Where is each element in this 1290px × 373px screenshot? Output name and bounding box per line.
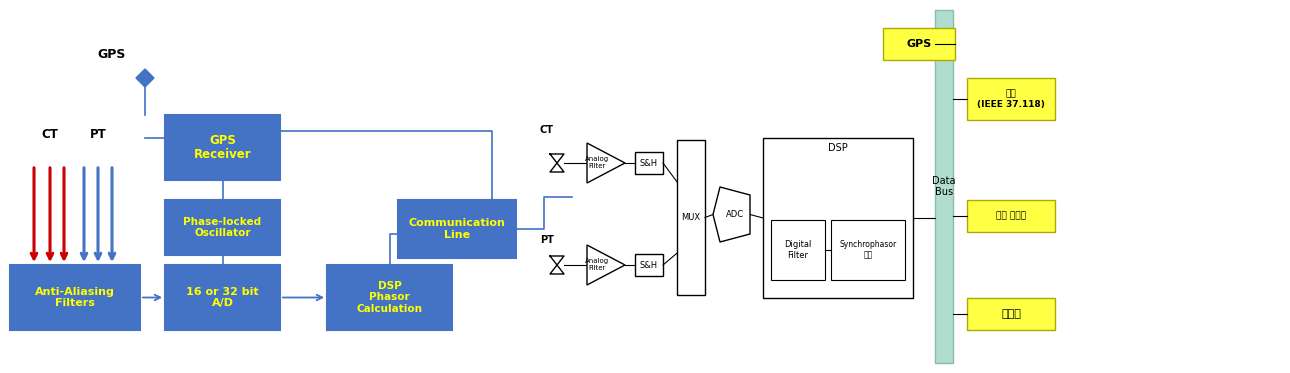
Text: Anti-Aliasing
Filters: Anti-Aliasing Filters	[35, 287, 115, 308]
FancyBboxPatch shape	[326, 265, 452, 330]
FancyBboxPatch shape	[165, 115, 280, 180]
FancyBboxPatch shape	[968, 78, 1055, 120]
FancyBboxPatch shape	[399, 200, 516, 258]
Text: MUX: MUX	[681, 213, 700, 222]
Polygon shape	[713, 187, 749, 242]
Text: Analog
Filter: Analog Filter	[584, 258, 609, 272]
Polygon shape	[587, 245, 624, 285]
Polygon shape	[135, 69, 154, 87]
Text: 상태 입출력: 상태 입출력	[996, 211, 1026, 220]
Text: Communication
Line: Communication Line	[409, 218, 506, 240]
FancyBboxPatch shape	[762, 138, 913, 298]
Text: PT: PT	[541, 235, 553, 245]
Text: CT: CT	[41, 129, 58, 141]
FancyBboxPatch shape	[771, 220, 826, 280]
FancyBboxPatch shape	[831, 220, 906, 280]
Text: DSP: DSP	[828, 143, 848, 153]
Text: S&H: S&H	[640, 260, 658, 270]
Text: DSP
Phasor
Calculation: DSP Phasor Calculation	[356, 281, 423, 314]
FancyBboxPatch shape	[882, 28, 955, 60]
FancyBboxPatch shape	[10, 265, 141, 330]
Text: GPS: GPS	[907, 39, 931, 49]
Text: 주처리: 주처리	[1001, 309, 1020, 319]
FancyBboxPatch shape	[635, 254, 663, 276]
Polygon shape	[587, 143, 624, 183]
Text: Digital
Filter: Digital Filter	[784, 240, 811, 260]
Text: 통신
(IEEE 37.118): 통신 (IEEE 37.118)	[977, 89, 1045, 109]
FancyBboxPatch shape	[635, 152, 663, 174]
Text: ADC: ADC	[726, 210, 744, 219]
Text: CT: CT	[541, 125, 553, 135]
Text: PT: PT	[89, 129, 106, 141]
FancyBboxPatch shape	[165, 200, 280, 255]
FancyBboxPatch shape	[677, 140, 706, 295]
Text: Phase-locked
Oscillator: Phase-locked Oscillator	[183, 217, 262, 238]
Text: GPS
Receiver: GPS Receiver	[194, 134, 252, 162]
FancyBboxPatch shape	[935, 10, 953, 363]
Text: S&H: S&H	[640, 159, 658, 167]
FancyBboxPatch shape	[968, 298, 1055, 330]
Text: GPS: GPS	[98, 48, 126, 62]
Text: Synchrophasor
연산: Synchrophasor 연산	[840, 240, 897, 260]
Text: 16 or 32 bit
A/D: 16 or 32 bit A/D	[186, 287, 259, 308]
Text: Data
Bus: Data Bus	[933, 176, 956, 197]
FancyBboxPatch shape	[968, 200, 1055, 232]
FancyBboxPatch shape	[165, 265, 280, 330]
Text: Analog
Filter: Analog Filter	[584, 157, 609, 169]
